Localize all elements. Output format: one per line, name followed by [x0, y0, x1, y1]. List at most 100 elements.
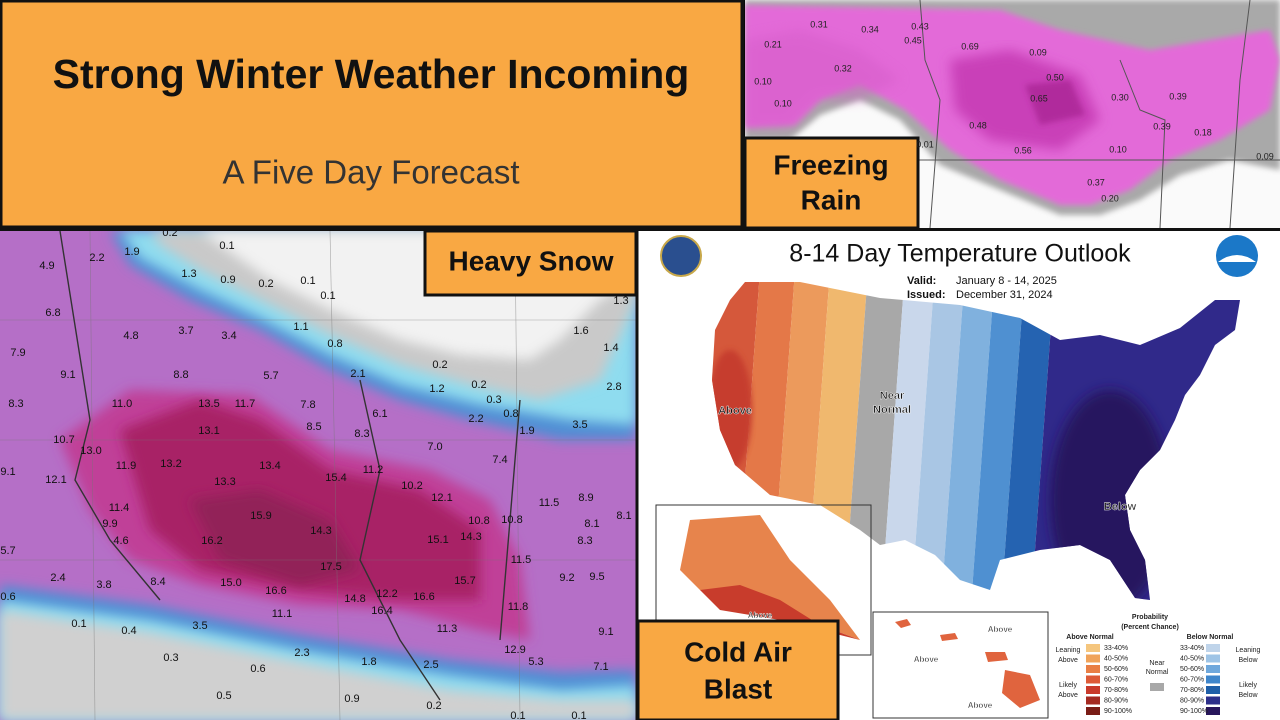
snow-amount: 8.3: [354, 428, 369, 440]
outlook-band: [910, 282, 965, 600]
snow-amount: 3.5: [192, 620, 207, 632]
snow-amount: 15.1: [427, 534, 448, 546]
freezing-rain-amount: 0.10: [1109, 144, 1127, 154]
legend-side-label: Above: [1058, 692, 1078, 699]
snow-amount: 16.6: [265, 585, 286, 597]
snow-amount: 8.8: [173, 369, 188, 381]
legend-header: Below Normal: [1187, 634, 1234, 641]
snow-amount: 8.3: [577, 535, 592, 547]
subtitle: A Five Day Forecast: [222, 154, 519, 191]
freezing-rain-amount: 0.10: [754, 76, 772, 86]
legend-range: 40-50%: [1180, 655, 1204, 662]
legend-range: 50-60%: [1104, 666, 1128, 673]
legend-side-label: Below: [1238, 657, 1258, 664]
snow-amount: 17.5: [320, 561, 341, 573]
snow-amount: 8.3: [8, 398, 23, 410]
snow-amount: 1.9: [124, 246, 139, 258]
snow-amount: 2.3: [294, 647, 309, 659]
snow-amount: 0.8: [327, 338, 342, 350]
freezing-rain-amount: 0.18: [1194, 127, 1212, 137]
snow-amount: 11.5: [511, 554, 532, 566]
issued-label: Issued:: [907, 289, 946, 301]
snow-amount: 3.7: [178, 325, 193, 337]
snow-amount: 9.9: [102, 518, 117, 530]
snow-amount: 0.1: [219, 240, 234, 252]
snow-amount: 9.2: [559, 572, 574, 584]
snow-amount: 4.6: [113, 535, 128, 547]
legend-range: 70-80%: [1180, 687, 1204, 694]
snow-amount: 1.3: [181, 268, 196, 280]
snow-amount: 1.6: [573, 325, 588, 337]
snow-amount: 0.1: [510, 710, 525, 720]
freezing-rain-amount: 0.39: [1153, 121, 1171, 131]
snow-amount: 10.8: [501, 514, 522, 526]
snow-amount: 5.7: [263, 370, 278, 382]
hawaii-inset: [872, 611, 1049, 719]
snow-amount: 1.1: [293, 321, 308, 333]
snow-amount: 11.2: [363, 464, 384, 476]
cold-air-label: Blast: [704, 673, 772, 704]
freezing-rain-amount: 0.48: [969, 120, 987, 130]
snow-amount: 3.8: [96, 579, 111, 591]
snow-amount: 11.1: [272, 608, 293, 620]
snow-amount: 2.8: [606, 381, 621, 393]
legend-subtitle: (Percent Chance): [1121, 624, 1179, 631]
snow-amount: 8.5: [306, 421, 321, 433]
hawaii-islands: [895, 619, 1040, 708]
snow-amount: 11.8: [508, 601, 529, 613]
legend-range: 90-100%: [1104, 708, 1132, 715]
snow-amount: 11.0: [112, 398, 133, 410]
outlook-band: [1000, 282, 1055, 600]
snow-amount: 2.1: [350, 368, 365, 380]
legend-side-label: Leaning: [1236, 647, 1261, 654]
freezing-rain-label: Rain: [801, 184, 862, 215]
doc-logo: [660, 235, 702, 277]
snow-amount: 13.1: [198, 425, 219, 437]
snow-amount: 13.4: [259, 460, 280, 472]
freezing-rain-amount: 0.20: [1101, 193, 1119, 203]
legend-range: 80-90%: [1180, 697, 1204, 704]
legend-swatch: [1206, 675, 1220, 684]
region-label: Above: [718, 405, 752, 417]
legend-range: 33-40%: [1104, 645, 1128, 652]
snow-amount: 0.2: [426, 700, 441, 712]
legend-swatch: [1086, 707, 1100, 715]
snow-amount: 11.5: [539, 497, 560, 509]
snow-amount: 15.0: [220, 577, 241, 589]
alaska-shape: [680, 515, 860, 640]
snow-amount: 11.4: [109, 502, 130, 514]
legend-range: 40-50%: [1104, 655, 1128, 662]
snow-amount: 0.1: [71, 618, 86, 630]
freezing-rain-amount: 0.50: [1046, 72, 1064, 82]
snow-amount: 4.9: [39, 260, 54, 272]
snow-amount: 14.3: [460, 531, 481, 543]
snow-amount: 5.3: [528, 656, 543, 668]
freezing-rain-amount: 0.01: [916, 139, 934, 149]
freezing-rain-amount: 0.69: [961, 41, 979, 51]
legend-swatch: [1086, 644, 1100, 652]
snow-amount: 8.1: [584, 518, 599, 530]
snow-amount: 4.8: [123, 330, 138, 342]
outlook-band: [880, 282, 935, 600]
legend-range: 90-100%: [1180, 708, 1208, 715]
snow-amount: 1.8: [361, 656, 376, 668]
freezing-rain-amount: 0.30: [1111, 92, 1129, 102]
snow-amount: 10.8: [468, 515, 489, 527]
legend-side-label: Likely: [1239, 682, 1257, 689]
snow-amount: 0.2: [432, 359, 447, 371]
legend-swatch: [1206, 707, 1220, 715]
snow-amount: 1.3: [613, 295, 628, 307]
freezing-rain-label: Freezing: [773, 149, 888, 180]
freezing-rain-amount: 0.10: [774, 98, 792, 108]
cold-air-label-box: [636, 619, 840, 720]
noaa-logo-wave: [1218, 255, 1256, 262]
snow-amount: 15.7: [454, 575, 475, 587]
freezing-rain-amount: 0.65: [1030, 93, 1048, 103]
legend-side-label: Above: [1058, 657, 1078, 664]
snow-amount: 16.6: [413, 591, 434, 603]
snow-amount: 0.9: [220, 274, 235, 286]
legend-swatch: [1086, 675, 1100, 684]
freezing-rain-map: [745, 0, 1280, 228]
freezing-rain-amount: 0.31: [810, 19, 828, 29]
